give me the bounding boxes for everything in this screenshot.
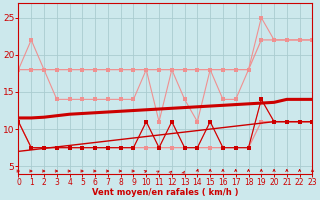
X-axis label: Vent moyen/en rafales ( km/h ): Vent moyen/en rafales ( km/h ) bbox=[92, 188, 239, 197]
